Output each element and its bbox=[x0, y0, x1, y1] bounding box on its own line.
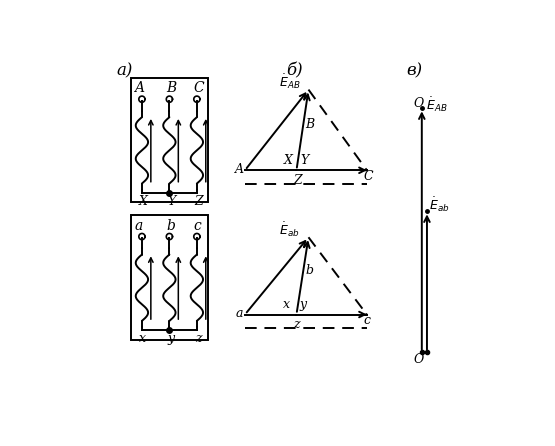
Text: A: A bbox=[134, 81, 144, 95]
Text: a: a bbox=[235, 307, 243, 320]
Text: а): а) bbox=[117, 62, 133, 79]
Text: $\dot{E}_{ab}$: $\dot{E}_{ab}$ bbox=[279, 220, 300, 239]
Text: y: y bbox=[300, 298, 307, 311]
Text: b: b bbox=[305, 264, 313, 277]
Text: C: C bbox=[364, 170, 373, 183]
Text: б): б) bbox=[286, 62, 303, 79]
Text: $\dot{E}_{ab}$: $\dot{E}_{ab}$ bbox=[428, 195, 449, 214]
Text: B: B bbox=[305, 118, 314, 131]
Text: в): в) bbox=[406, 62, 422, 79]
Text: B: B bbox=[166, 81, 176, 95]
Text: A: A bbox=[235, 163, 244, 176]
Text: X: X bbox=[139, 194, 148, 208]
Text: C: C bbox=[194, 81, 204, 95]
Text: O: O bbox=[413, 353, 423, 366]
Text: O: O bbox=[413, 97, 423, 111]
Text: x: x bbox=[139, 332, 145, 345]
Text: c: c bbox=[364, 314, 370, 327]
Text: b: b bbox=[166, 219, 175, 233]
Text: y: y bbox=[167, 332, 174, 345]
Text: z: z bbox=[195, 332, 201, 345]
Text: a: a bbox=[134, 219, 143, 233]
Text: $\dot{E}_{AB}$: $\dot{E}_{AB}$ bbox=[279, 72, 301, 91]
Text: x: x bbox=[284, 298, 290, 311]
Text: c: c bbox=[194, 219, 201, 233]
Text: Z: Z bbox=[293, 174, 302, 187]
Text: $\dot{E}_{AB}$: $\dot{E}_{AB}$ bbox=[426, 95, 447, 114]
Text: X: X bbox=[284, 154, 292, 167]
Text: Y: Y bbox=[300, 154, 308, 167]
Text: Y: Y bbox=[167, 194, 175, 208]
Text: Z: Z bbox=[195, 194, 204, 208]
Text: z: z bbox=[293, 318, 300, 331]
